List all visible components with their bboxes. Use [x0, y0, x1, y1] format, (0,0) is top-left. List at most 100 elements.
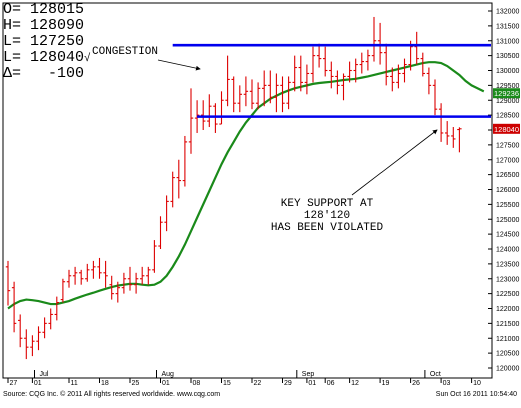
y-tick-label: 123000 — [496, 276, 519, 283]
y-tick-label: 125000 — [496, 217, 519, 224]
ohlc-bar — [347, 61, 352, 83]
price-badge-label: 129236 — [494, 89, 519, 98]
x-tick-label: 01 — [308, 380, 316, 387]
ohlc-bar — [262, 70, 267, 107]
ohlc-bar — [60, 278, 66, 303]
ohlc-bar — [133, 272, 139, 294]
y-tick-label: 127000 — [496, 157, 519, 164]
ohlc-bar — [371, 16, 377, 62]
ohlc-bar — [323, 46, 328, 77]
ohlc-bar — [146, 266, 151, 285]
ohlc-bar — [176, 159, 181, 199]
ohlc-bar — [140, 266, 145, 285]
last-label: L= — [3, 49, 22, 66]
y-tick-label: 121500 — [496, 321, 519, 328]
ohlc-bar — [109, 275, 114, 300]
x-tick-label: 26 — [412, 380, 420, 387]
ohlc-bar — [310, 46, 316, 83]
ohlc-bar — [85, 263, 90, 282]
y-tick-label: 130000 — [496, 68, 519, 75]
y-tick-label: 130500 — [496, 53, 519, 60]
x-tick-label: 01 — [34, 380, 42, 387]
y-tick-label: 128500 — [496, 113, 519, 120]
x-axis: 27 01 11 18 25 01 08 15 22 29 01 06 12 19 26 03 10 Jul Aug… — [7, 370, 481, 387]
ohlc-bar — [402, 58, 407, 83]
ohlc-bar — [304, 64, 310, 95]
ohlc-bar — [426, 67, 432, 95]
month-label: Aug — [162, 371, 175, 378]
horizontal-lines — [172, 43, 491, 118]
ohlc-bar — [158, 216, 163, 249]
price-badge-label: 128040 — [494, 125, 519, 134]
ohlc-bar — [127, 266, 133, 291]
ohlc-bar — [341, 73, 346, 101]
high-label: H= — [3, 17, 22, 34]
y-tick-label: 129500 — [496, 83, 519, 90]
ohlc-bar — [451, 127, 456, 148]
ohlc-bar — [225, 55, 230, 107]
open-readout: O= 128015 — [3, 2, 84, 18]
ohlc-bar — [432, 79, 438, 116]
ohlc-bar — [219, 91, 224, 125]
ohlc-bar — [292, 55, 297, 92]
ohlc-bar — [170, 171, 175, 208]
ohlc-bar — [11, 281, 17, 333]
y-tick-label: 127500 — [496, 142, 519, 149]
price-badge — [493, 123, 520, 134]
price-badges: 129236 128040 — [493, 88, 520, 134]
y-tick-label: 124500 — [496, 232, 519, 239]
support-annotation-line2: 128'120 — [303, 210, 351, 222]
congestion-annotation: CONGESTION — [92, 46, 159, 58]
ohlc-bar — [274, 73, 279, 113]
ohlc-bar — [48, 308, 53, 330]
y-tick-label: 124000 — [496, 247, 519, 254]
ohlc-bar — [231, 76, 236, 113]
low-readout: L= 127250 — [3, 34, 84, 50]
y-tick-label: 129000 — [496, 98, 519, 105]
ohlc-bar — [255, 82, 261, 110]
ohlc-bar — [213, 103, 218, 133]
ohlc-bars — [5, 16, 462, 360]
x-tick-label: 12 — [351, 380, 359, 387]
y-tick-label: 131000 — [496, 38, 519, 45]
price-badge — [493, 88, 520, 99]
congestion-arrow — [157, 59, 201, 71]
footer-timestamp: Sun Oct 16 2011 10:54:40 — [435, 391, 517, 398]
last-checkmark-icon: √ — [84, 53, 91, 65]
x-tick-label: 29 — [284, 380, 292, 387]
ohlc-bar — [24, 329, 29, 360]
ohlc-bar — [237, 85, 242, 113]
ohlc-bar — [36, 326, 41, 351]
x-tick-label: 08 — [193, 380, 201, 387]
ohlc-bar — [115, 281, 120, 303]
x-tick-label: 15 — [223, 380, 231, 387]
footer-source: Source: CQG Inc. © 2011 All rights reser… — [3, 391, 221, 398]
y-tick-label: 120000 — [496, 366, 519, 373]
ohlc-bar — [377, 22, 383, 65]
month-label: Oct — [430, 371, 441, 378]
support-annotation-line1: KEY SUPPORT AT — [280, 198, 374, 210]
ohlc-bar — [384, 43, 389, 86]
x-tick-label: 01 — [162, 380, 170, 387]
ohlc-bar — [182, 135, 188, 187]
ohlc-bar — [152, 240, 157, 273]
ohlc-bar — [359, 52, 364, 74]
y-tick-label: 122500 — [496, 291, 519, 298]
ohlc-bar — [97, 257, 102, 279]
high-readout: H= 128090 — [3, 18, 84, 34]
annotation-arrows — [157, 59, 438, 196]
y-tick-label: 121000 — [496, 336, 519, 343]
ohlc-bar — [201, 100, 206, 130]
x-tick-label: 27 — [10, 380, 18, 387]
ohlc-bar — [298, 55, 303, 92]
ohlc-bar — [414, 31, 419, 65]
x-tick-label: 03 — [443, 380, 451, 387]
open-value: 128015 — [30, 1, 85, 18]
ohlc-bar — [316, 43, 322, 68]
ohlc-bar — [121, 272, 127, 294]
ohlc-bar — [5, 260, 11, 306]
ohlc-bar — [30, 335, 35, 357]
change-value: -100 — [48, 65, 85, 82]
plot-frame — [2, 2, 493, 379]
